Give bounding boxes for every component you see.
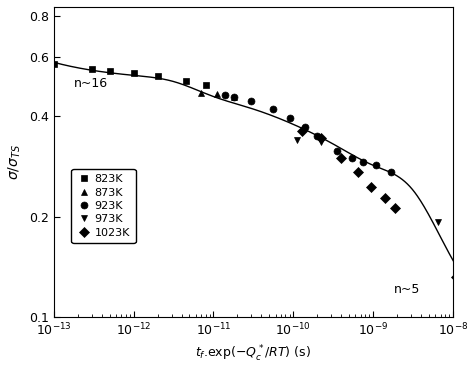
1023K [339,155,344,160]
Line: 923K: 923K [222,92,395,175]
Line: 823K: 823K [50,60,209,89]
823K [131,70,136,75]
923K [334,148,340,153]
873K [198,91,204,95]
1023K [382,195,388,200]
Text: n~5: n~5 [393,283,420,296]
873K [214,92,219,96]
1023K [355,170,361,174]
1023K [369,185,374,189]
923K [248,98,254,103]
Legend: 823K, 873K, 923K, 973K, 1023K: 823K, 873K, 923K, 973K, 1023K [71,169,135,243]
923K [389,170,394,174]
973K [435,220,441,224]
Line: 1023K: 1023K [299,128,475,294]
1023K [299,129,305,134]
1023K [453,275,459,279]
923K [314,134,320,138]
973K [294,137,299,142]
823K [155,74,161,78]
1023K [468,288,474,293]
Y-axis label: $\sigma/\sigma_{TS}$: $\sigma/\sigma_{TS}$ [7,144,23,180]
823K [51,61,57,66]
923K [287,116,293,120]
873K [231,95,237,100]
923K [360,160,366,164]
823K [107,68,113,73]
923K [350,155,355,160]
1023K [392,206,398,210]
923K [373,163,379,167]
823K [203,83,209,88]
1023K [318,135,323,140]
923K [270,107,275,111]
923K [222,93,228,98]
923K [302,125,308,129]
823K [89,66,95,71]
823K [183,79,189,83]
973K [318,139,323,144]
X-axis label: $t_f$.$\exp(-Q_c^*/RT)$ (s): $t_f$.$\exp(-Q_c^*/RT)$ (s) [195,344,311,364]
Text: n~16: n~16 [74,77,108,90]
Line: 973K: 973K [293,136,441,225]
Line: 873K: 873K [198,89,237,101]
923K [231,94,237,99]
